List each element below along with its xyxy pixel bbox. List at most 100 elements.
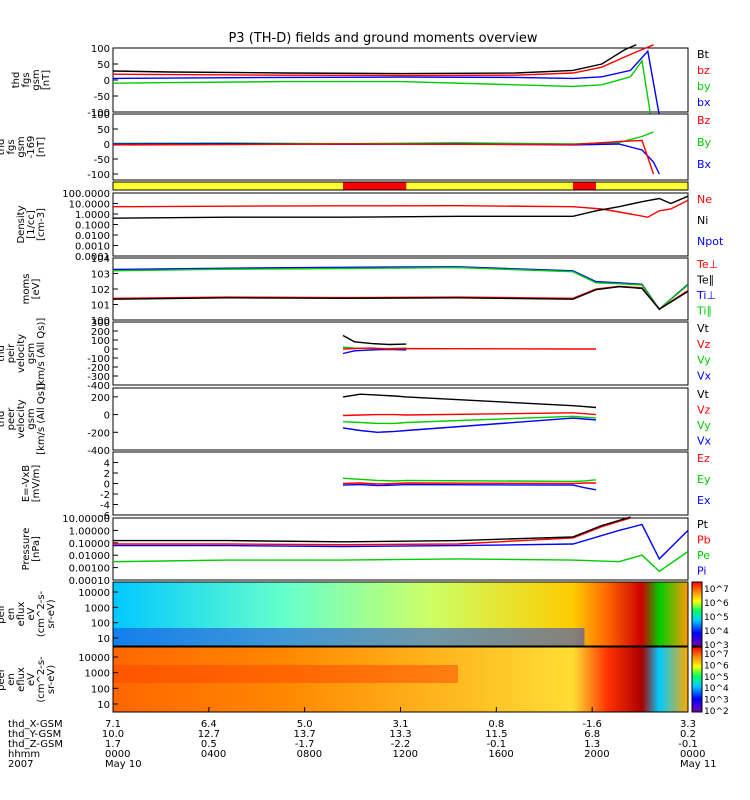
ytick-label: 200 — [91, 393, 110, 404]
series-Vt — [342, 334, 407, 346]
xaxis-value: -0.1 — [678, 739, 698, 750]
legend-2: Npot — [697, 235, 724, 248]
ylabel-line: en — [6, 608, 17, 621]
ytick-label: 200 — [91, 327, 110, 338]
ylabel-line: [cm-3] — [36, 208, 47, 241]
xaxis-value: 10.0 — [102, 729, 124, 740]
ytick-label: -100 — [87, 108, 110, 119]
colorbar — [691, 581, 703, 647]
ytick-label: -200 — [87, 428, 110, 439]
legend-3: Pi — [697, 565, 706, 578]
xaxis-value: 0400 — [201, 749, 226, 760]
series-Pe — [112, 550, 689, 573]
legend-1: Vz — [697, 404, 711, 417]
xaxis-value: 3.1 — [393, 719, 409, 730]
ylabel-line: thd — [0, 139, 7, 156]
series-Pt — [113, 516, 631, 543]
series-Ni — [112, 195, 689, 219]
ylabel-line: peer — [0, 667, 7, 691]
legend-1: Ey — [697, 473, 711, 486]
panel-mode-bar — [112, 181, 689, 191]
ytick-label: 1.00000 — [69, 526, 110, 537]
series-Ey — [342, 477, 597, 483]
xaxis-value: 1.3 — [584, 739, 600, 750]
ytick-label: 100 — [91, 684, 110, 695]
series-Pb — [113, 517, 631, 546]
legend-3: Vx — [697, 435, 712, 448]
ylabel-line: fgs — [6, 139, 17, 154]
ytick-label: 10000 — [78, 653, 110, 664]
legend-2: Pe — [697, 549, 710, 562]
series-Ti∥ — [112, 266, 689, 311]
legend-2: Bx — [697, 158, 712, 171]
xaxis-value: -0.1 — [487, 739, 507, 750]
xaxis-value: 11.5 — [485, 729, 507, 740]
ylabel-line: [1/cc] — [26, 210, 37, 239]
series-bz — [112, 44, 654, 77]
ytick-label: 100 — [91, 316, 110, 327]
ytick-label: 0 — [104, 345, 110, 356]
xaxis-value: 0000 — [105, 749, 130, 760]
series-Ez — [342, 482, 596, 485]
ylabel-line: (cm^2-s- — [36, 656, 47, 703]
ytick-label: 100 — [91, 619, 110, 630]
ytick-label: -50 — [94, 155, 110, 166]
ylabel-line: eV — [26, 607, 37, 620]
ytick-label: 10000 — [78, 588, 110, 599]
xaxis-value: 7.1 — [105, 719, 121, 730]
ylabel-line: [nT] — [36, 137, 47, 157]
ylabel: thdpeerenefluxeV(cm^2-s-sr-eV) — [0, 656, 57, 703]
panel-frame — [112, 517, 689, 581]
colorbar-label: 10^7 — [704, 585, 729, 595]
series-Vx — [342, 417, 597, 434]
xaxis-value: 0.2 — [680, 729, 696, 740]
legend-0: Bt — [697, 48, 710, 61]
series-Vz — [342, 412, 597, 417]
xaxis-value: 5.0 — [297, 719, 313, 730]
ylabel-line: [nT] — [41, 70, 52, 90]
legend-0: Ne — [697, 193, 712, 206]
ylabel: moms[eV] — [21, 274, 42, 305]
ylabel: thdpeirenefluxeV(cm^2-s-sr-eV) — [0, 590, 57, 637]
ytick-label: 100 — [91, 44, 110, 55]
ytick-label: 104 — [91, 254, 110, 265]
legend-1: Pb — [697, 534, 711, 547]
ytick-label: 50 — [97, 60, 110, 71]
panel-frame — [112, 387, 689, 451]
legend-0: Bz — [697, 114, 711, 127]
series-Ne — [112, 199, 689, 218]
panel-temperature: moms[eV] 104 103 102 101 100 Te⊥ Te∥ Ti⊥ Ti∥ — [21, 254, 718, 327]
xaxis-row-label: hhmm — [8, 749, 40, 760]
ytick-label: 10 — [97, 634, 110, 645]
xaxis-value: 1200 — [393, 749, 418, 760]
legend-0: Te⊥ — [696, 258, 718, 271]
xaxis-row-label: thd_Y-GSM — [8, 729, 61, 740]
panel-frame — [112, 581, 689, 647]
ylabel-line: [mV/m] — [31, 465, 42, 503]
xaxis-row-label: thd_X-GSM — [8, 719, 63, 730]
series-Pi — [113, 523, 689, 561]
series-Bt — [112, 44, 637, 75]
ytick-label: -400 — [87, 381, 110, 392]
panel-frame — [112, 192, 689, 257]
colorbar-label: 10^3 — [704, 696, 729, 706]
ytick-label: -400 — [87, 446, 110, 457]
mode-segment — [573, 182, 596, 190]
ytick-label: 10 — [97, 700, 110, 711]
panel-frame — [112, 47, 689, 113]
ylabel-line: gsm — [26, 408, 37, 429]
ytick-label: 1.0000 — [75, 210, 110, 221]
ytick-label: 101 — [91, 301, 110, 312]
xaxis-value: -1.7 — [295, 739, 315, 750]
ylabel-line: sr-eV) — [46, 665, 57, 694]
ylabel-line: [nPa] — [31, 536, 42, 562]
series-Ex — [342, 483, 597, 491]
ytick-label: 4 — [104, 459, 110, 470]
panel-fgs: thdfgsgsm[nT] 100 50 0 -50 -100 Bt bz by bx — [11, 44, 711, 119]
ytick-label: 0.1000 — [75, 221, 110, 232]
legend-1: Vz — [697, 338, 711, 351]
mode-bar-frame — [112, 181, 689, 191]
xaxis-value: 2000 — [584, 749, 609, 760]
